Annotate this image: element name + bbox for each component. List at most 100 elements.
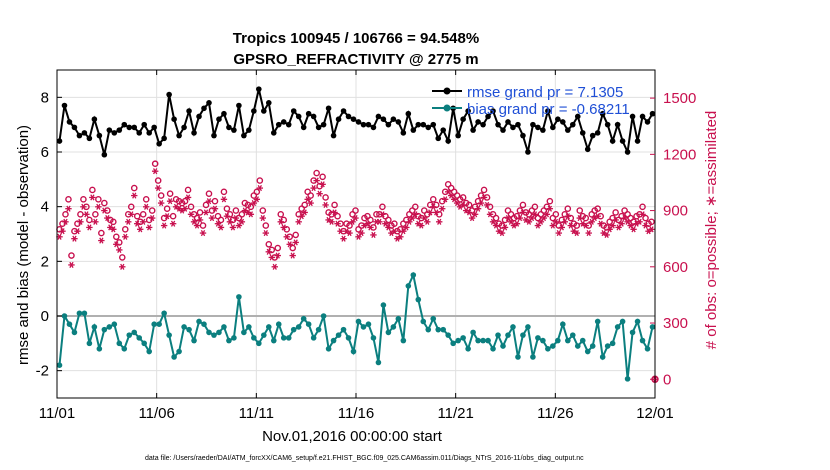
star-stroke <box>317 190 322 197</box>
star-stroke <box>446 188 451 195</box>
obs-assimilated-point <box>609 222 616 229</box>
x-tick-label: 12/01 <box>636 405 674 422</box>
obs-possible-point <box>217 216 225 224</box>
star-stroke <box>164 213 170 220</box>
series-point <box>211 332 217 338</box>
obs-assimilated-point <box>208 214 216 222</box>
star-stroke <box>466 209 472 216</box>
series-point <box>624 376 631 382</box>
star-stroke <box>601 229 606 237</box>
series-point <box>435 135 442 142</box>
obs-assimilated-point <box>624 218 631 225</box>
obs-assimilated-point <box>567 222 574 229</box>
star-stroke <box>57 233 62 240</box>
obs-assimilated-point <box>89 194 96 201</box>
series-point <box>460 335 466 341</box>
y-tick-label: 6 <box>41 144 49 161</box>
series-point <box>485 337 491 344</box>
series-point <box>56 138 63 144</box>
obs-assimilated-point <box>594 213 601 220</box>
star-stroke <box>431 203 436 210</box>
obs-assimilated-point <box>193 222 201 229</box>
star-stroke <box>487 211 493 218</box>
star-stroke <box>233 214 239 222</box>
obs-possible-point <box>211 197 219 205</box>
obs-assimilated-point <box>148 214 156 222</box>
star-stroke <box>481 194 487 201</box>
obs-assimilated-point <box>187 211 195 218</box>
star-stroke <box>353 214 358 222</box>
star-stroke <box>568 222 573 229</box>
obs-assimilated-point <box>648 226 655 233</box>
series-point <box>515 354 521 360</box>
series-point <box>360 121 367 128</box>
obs-possible-point <box>459 194 467 201</box>
obs-assimilated-point <box>540 214 548 222</box>
star-stroke <box>284 233 289 240</box>
obs-possible-point <box>612 209 619 216</box>
series-point <box>520 132 526 139</box>
series-point <box>131 329 138 336</box>
star-stroke <box>239 218 245 225</box>
obs-possible-point <box>121 226 129 233</box>
series-point <box>231 335 237 341</box>
star-stroke <box>263 229 268 237</box>
series-point <box>320 121 327 128</box>
obs-assimilated-point <box>471 211 479 218</box>
obs-assimilated-point <box>274 252 281 259</box>
star-stroke <box>158 199 164 207</box>
obs-assimilated-point <box>585 229 592 237</box>
series-point <box>515 121 521 128</box>
star-stroke <box>505 214 511 222</box>
series-point <box>405 110 412 117</box>
legend-rmse-marker <box>443 87 451 95</box>
star-stroke <box>413 211 418 218</box>
star-stroke <box>428 209 433 216</box>
obs-assimilated-point <box>450 196 458 203</box>
series-point <box>181 324 187 330</box>
star-stroke <box>305 196 310 203</box>
obs-possible-point <box>265 241 273 248</box>
obs-assimilated-point <box>250 199 258 207</box>
star-stroke <box>586 229 591 237</box>
obs-assimilated-point <box>552 218 560 225</box>
series-point <box>86 340 93 347</box>
series-point <box>430 121 437 128</box>
series-point <box>121 121 128 128</box>
obs-possible-point <box>80 196 87 203</box>
star-stroke <box>135 220 140 227</box>
series-point <box>300 315 307 322</box>
series-point <box>365 321 372 328</box>
star-stroke <box>308 199 313 207</box>
series-point <box>495 121 501 128</box>
star-stroke <box>105 214 110 222</box>
obs-assimilated-point <box>406 218 413 225</box>
series-point <box>315 326 322 333</box>
obs-assimilated-point <box>289 252 296 259</box>
series-point <box>131 124 138 131</box>
series-point <box>246 324 252 330</box>
obs-assimilated-point <box>80 203 87 210</box>
obs-assimilated-point <box>271 263 278 270</box>
star-stroke <box>499 229 505 237</box>
series-point <box>305 110 312 117</box>
star-stroke <box>625 218 630 225</box>
star-stroke <box>69 261 74 269</box>
star-stroke <box>517 214 523 222</box>
star-stroke <box>302 209 307 216</box>
obs-possible-point <box>127 203 135 211</box>
star-stroke <box>155 184 161 192</box>
obs-assimilated-point <box>211 205 219 212</box>
star-stroke <box>147 224 152 231</box>
series-point <box>415 121 422 128</box>
obs-possible-point <box>313 169 320 177</box>
obs-possible-point <box>429 196 437 203</box>
series-point <box>445 332 451 338</box>
obs-assimilated-point <box>483 201 491 209</box>
obs-possible-point <box>62 211 69 218</box>
obs-assimilated-point <box>486 211 494 218</box>
series-point <box>355 318 362 325</box>
series-point <box>146 348 152 355</box>
series-point <box>285 335 292 341</box>
series-point <box>241 132 247 139</box>
